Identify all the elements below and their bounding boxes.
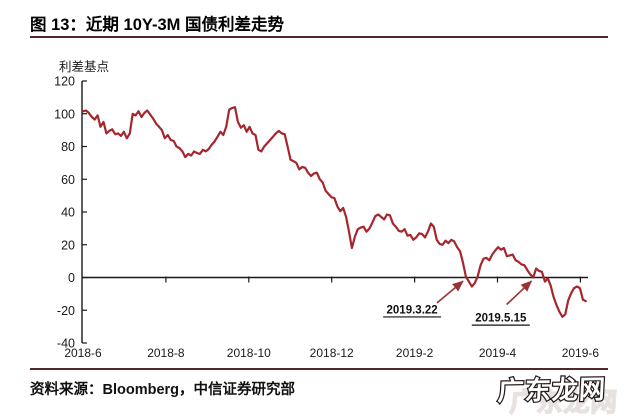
annotation-label: 2019.5.15 bbox=[475, 313, 527, 325]
y-tick-label: 100 bbox=[54, 107, 75, 121]
title-rule bbox=[30, 36, 608, 38]
y-tick-label: 0 bbox=[68, 271, 75, 285]
watermark-text: 广东龙网 bbox=[496, 373, 608, 407]
footer-rule bbox=[30, 368, 608, 370]
annotation-label: 2019.3.22 bbox=[387, 304, 438, 316]
x-tick-label: 2019-4 bbox=[479, 346, 517, 360]
y-axis-title: 利差基点 bbox=[59, 60, 109, 74]
x-tick-label: 2019-6 bbox=[562, 346, 600, 360]
y-tick-label: 20 bbox=[61, 238, 75, 252]
figure-title: 图 13：近期 10Y-3M 国债利差走势 bbox=[30, 16, 284, 34]
y-tick-label: -40 bbox=[57, 337, 75, 351]
y-tick-label: 80 bbox=[61, 140, 75, 154]
y-tick-label: 40 bbox=[61, 206, 75, 220]
spread-line bbox=[81, 106, 587, 318]
x-tick-label: 2019-2 bbox=[396, 346, 434, 360]
y-tick-label: 120 bbox=[54, 75, 75, 89]
source-line: 资料来源：Bloomberg，中信证券研究部 bbox=[30, 382, 296, 398]
annotation-arrow bbox=[506, 280, 533, 306]
y-tick-label: 60 bbox=[61, 173, 75, 187]
annotation-arrow bbox=[436, 280, 464, 304]
y-tick-label: -20 bbox=[57, 304, 75, 318]
x-tick-label: 2018-10 bbox=[227, 346, 271, 360]
x-tick-label: 2018-8 bbox=[147, 346, 185, 360]
x-tick-label: 2018-12 bbox=[310, 346, 354, 360]
watermark: 广东龙网 广东龙网 bbox=[496, 370, 628, 418]
x-tick-label: 2018-6 bbox=[64, 346, 102, 360]
